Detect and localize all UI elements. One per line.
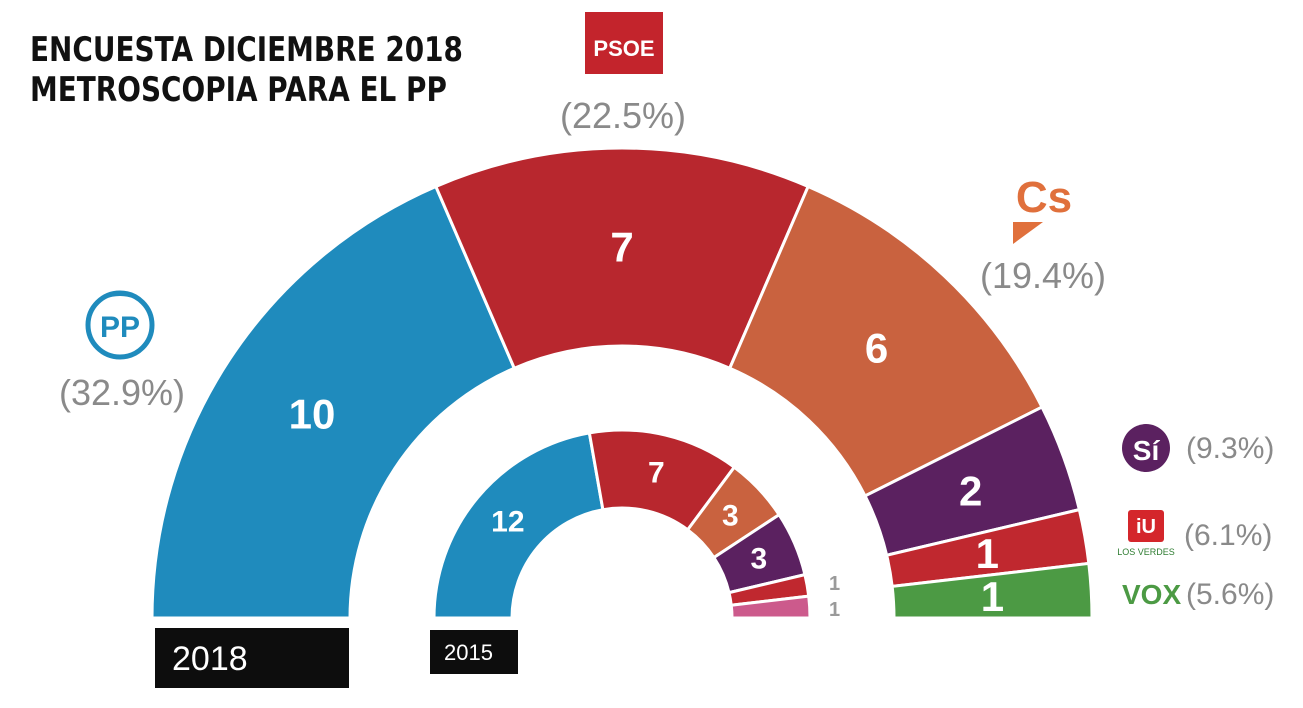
- title-line-2: METROSCOPIA PARA EL PP: [30, 70, 447, 110]
- psoe-logo-box: [585, 12, 663, 74]
- year-label-2015-text: 2015: [444, 640, 493, 665]
- iu-logo-icon: iU LOS VERDES: [1117, 510, 1175, 557]
- si-vote-share: (9.3%): [1186, 432, 1274, 465]
- outer-segment-2: [727, 184, 1045, 498]
- year-label-2018: 2018: [155, 628, 349, 688]
- si-logo-circle: [1122, 424, 1170, 472]
- iu-logo-box: [1128, 510, 1164, 542]
- inner-segment-5: [729, 594, 812, 620]
- psoe-logo-icon: PSOE: [585, 12, 663, 74]
- outer-seat-label-3: 2: [959, 468, 982, 515]
- outer-seat-label-5: 1: [981, 573, 1004, 620]
- pp-logo-icon: PP: [85, 290, 155, 360]
- year-label-2018-text: 2018: [172, 640, 248, 678]
- cs-logo-arrow: [1013, 222, 1043, 244]
- iu-vote-share: (6.1%): [1184, 519, 1272, 552]
- outer-segment-0: [150, 184, 517, 620]
- vox-logo-icon: VOX: [1122, 579, 1181, 610]
- pp-logo-text: PP: [100, 311, 140, 344]
- chart-title: ENCUESTA DICIEMBRE 2018 METROSCOPIA PARA…: [30, 30, 463, 110]
- inner-seat-label-0: 12: [491, 506, 524, 539]
- iu-logo-subtitle: LOS VERDES: [1117, 547, 1175, 557]
- inner-seat-label-2: 3: [722, 499, 739, 532]
- outer-seat-label-2: 6: [865, 325, 888, 372]
- psoe-logo-text: PSOE: [593, 36, 654, 61]
- pp-vote-share: (32.9%): [59, 372, 185, 413]
- year-label-2018-box: [155, 628, 349, 688]
- title-line-1: ENCUESTA DICIEMBRE 2018: [30, 30, 463, 70]
- outer-seat-label-0: 10: [289, 391, 336, 438]
- inner-seat-small-label-4: 1: [829, 573, 840, 595]
- year-label-2015: 2015: [430, 630, 518, 674]
- outer-segment-5: [890, 561, 1094, 620]
- iu-logo-mark: iU: [1136, 516, 1156, 538]
- inner-seat-small-label-5: 1: [829, 599, 840, 621]
- outer-seat-label-4: 1: [976, 530, 999, 577]
- cs-vote-share: (19.4%): [980, 255, 1106, 296]
- si-logo-text: Sí: [1133, 435, 1161, 466]
- inner-seat-label-1: 7: [648, 457, 665, 490]
- pp-logo-gull: [104, 292, 136, 299]
- outer-segment-1: [433, 146, 811, 371]
- vox-vote-share: (5.6%): [1186, 578, 1274, 611]
- cs-logo-icon: Cs: [1013, 173, 1072, 244]
- inner-segment-0: [432, 431, 605, 620]
- si-logo-icon: Sí: [1122, 424, 1170, 472]
- psoe-vote-share: (22.5%): [560, 95, 686, 136]
- outer-seat-label-1: 7: [610, 224, 633, 271]
- hemicycle-2015: 12 7 33: [432, 428, 812, 620]
- year-label-2015-box: [430, 630, 518, 674]
- inner-seat-label-3: 3: [750, 542, 767, 575]
- cs-logo-text: Cs: [1016, 173, 1072, 222]
